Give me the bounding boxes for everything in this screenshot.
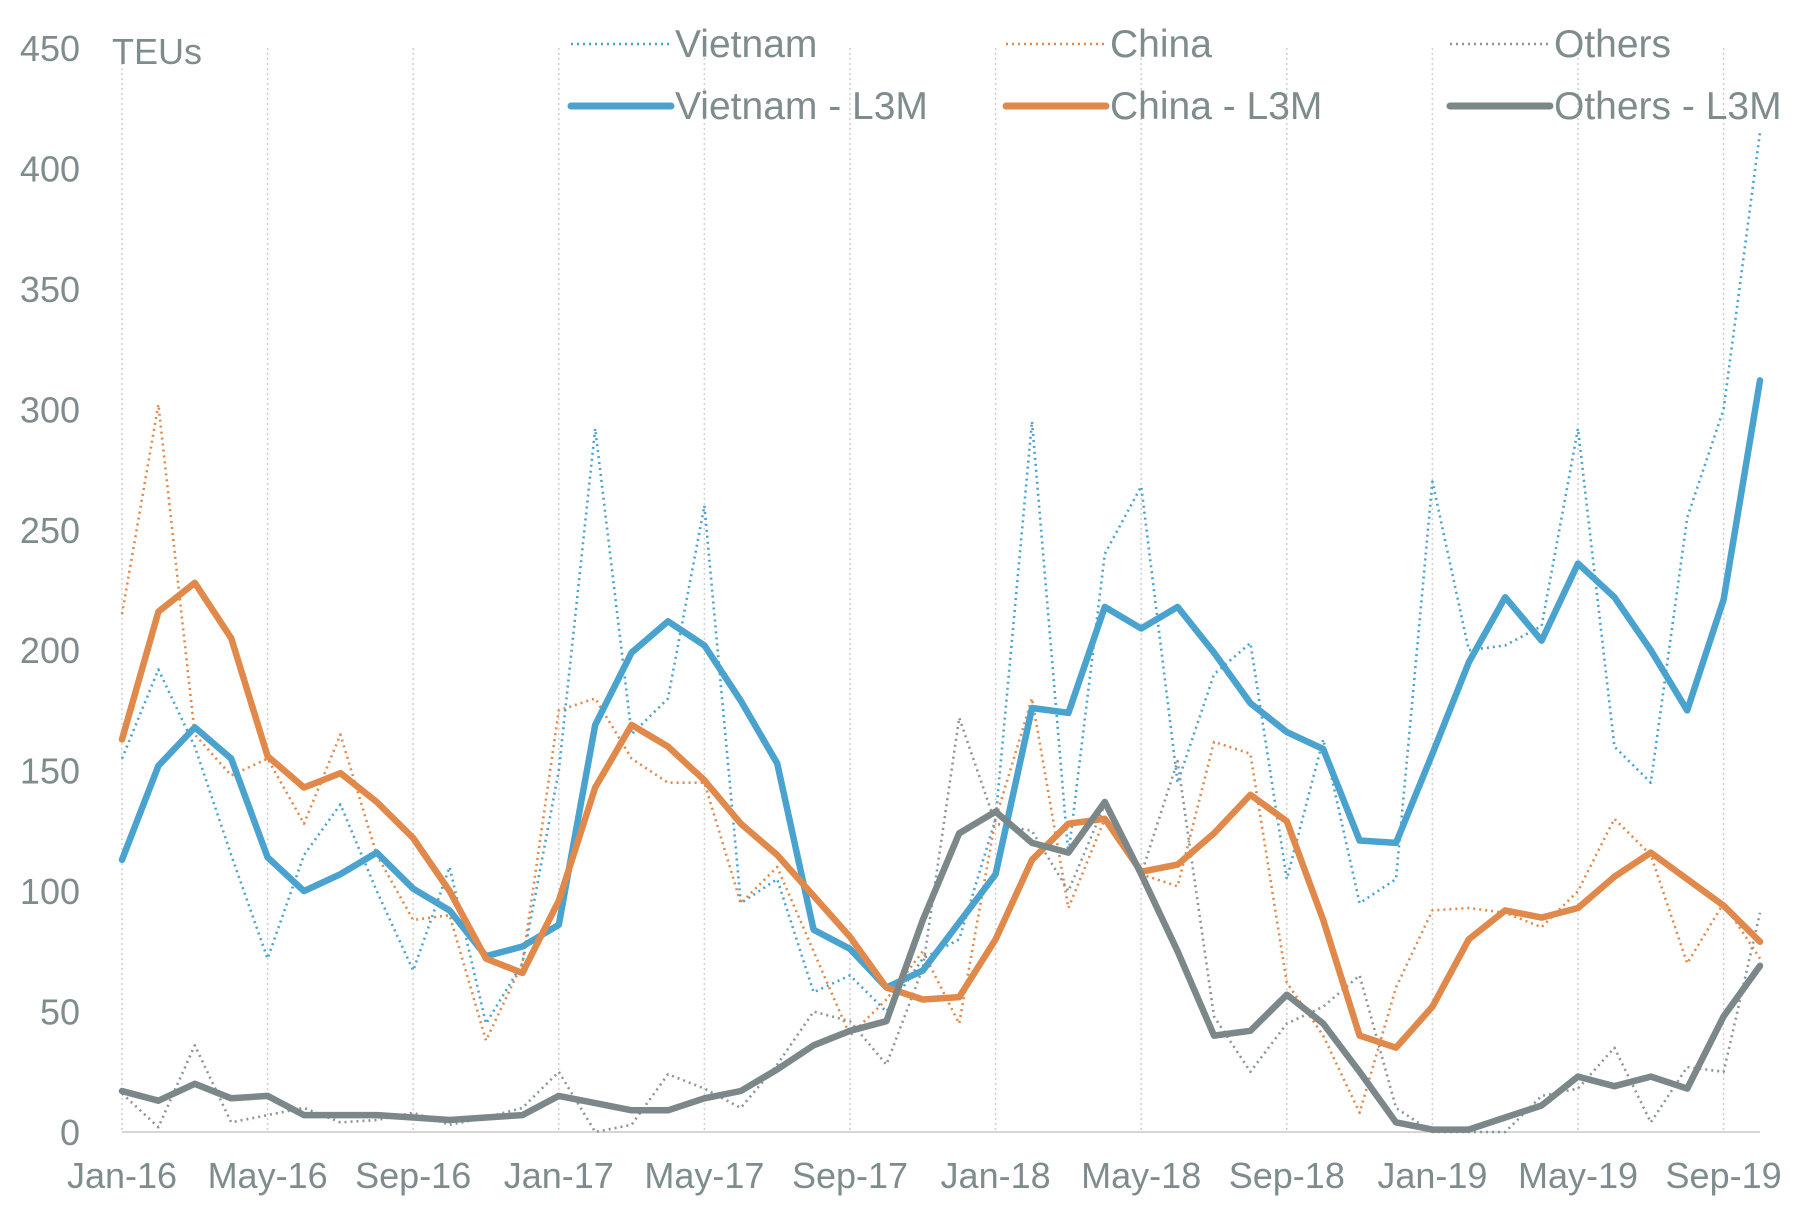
series-line: [120, 132, 1762, 1025]
x-tick-label: May-16: [208, 1155, 328, 1196]
legend-label: Vietnam - L3M: [675, 85, 928, 128]
x-tick-label: May-19: [1518, 1155, 1638, 1196]
grid-layer: [121, 48, 1760, 1133]
x-tick-label: Sep-18: [1229, 1155, 1345, 1196]
series-line: [121, 716, 1762, 1134]
y-tick-label: 0: [60, 1112, 80, 1153]
x-tick-label: Jan-19: [1377, 1155, 1487, 1196]
legend-label: China: [1110, 23, 1212, 66]
y-tick-label: 450: [20, 28, 80, 69]
x-tick-label: Sep-19: [1666, 1155, 1782, 1196]
legend-item: China: [1006, 23, 1212, 66]
y-tick-label: 50: [40, 992, 80, 1033]
legend-item: China - L3M: [1002, 85, 1322, 128]
x-tick-label: Jan-16: [67, 1155, 177, 1196]
legend-label: China - L3M: [1110, 85, 1322, 128]
y-tick-label: 150: [20, 751, 80, 792]
x-tick-label: May-18: [1081, 1155, 1201, 1196]
series-line: [120, 403, 1762, 1114]
legend-item: Vietnam: [571, 23, 817, 66]
x-tick-label: May-17: [644, 1155, 764, 1196]
legend-item: Vietnam - L3M: [567, 85, 928, 128]
y-tick-label: 400: [20, 148, 80, 189]
legend-item: Others - L3M: [1446, 85, 1782, 128]
x-tick-label: Jan-17: [504, 1155, 614, 1196]
x-tick-label: Jan-18: [941, 1155, 1051, 1196]
x-axis: Jan-16 May-16 Sep-16 Jan-17 May-17 Sep-17 Jan-…: [67, 1155, 1782, 1196]
legend-label: Others - L3M: [1554, 85, 1782, 128]
x-tick-label: Sep-17: [792, 1155, 908, 1196]
y-unit-label: TEUs: [112, 31, 202, 72]
legend-label: Vietnam: [675, 23, 817, 66]
y-tick-label: 350: [20, 269, 80, 310]
y-tick-label: 200: [20, 630, 80, 671]
legend-item: Others: [1450, 23, 1671, 66]
y-tick-label: 250: [20, 510, 80, 551]
y-tick-label: 100: [20, 871, 80, 912]
legend: Vietnam China Others Vietnam - L3M China - L…: [567, 23, 1782, 128]
series-line: [118, 377, 1764, 991]
legend-label: Others: [1554, 23, 1671, 66]
y-tick-label: 300: [20, 389, 80, 430]
series-layer: [118, 132, 1764, 1134]
y-axis: 0 50 100 150 200 250 300 350 400 450: [20, 28, 80, 1153]
series-line: [118, 798, 1764, 1133]
x-tick-label: Sep-16: [355, 1155, 471, 1196]
series-line: [118, 579, 1764, 1051]
